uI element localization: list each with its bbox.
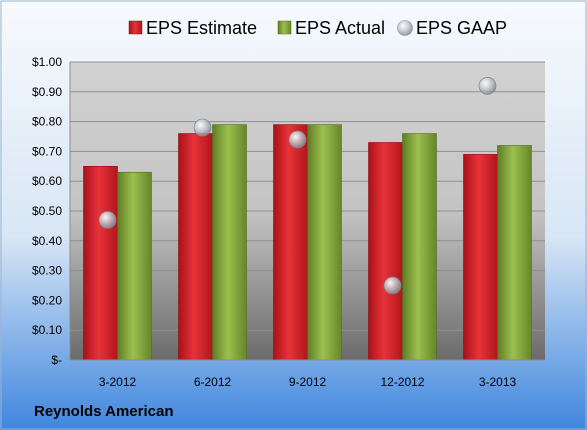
bar-eps-actual [117, 171, 152, 361]
point-eps-gaap [98, 211, 117, 229]
legend-label-eps-actual: EPS Actual [295, 18, 385, 38]
legend-swatch-eps-gaap [397, 20, 413, 36]
y-tick-label: $0.20 [32, 293, 62, 307]
legend-item-eps-gaap: EPS GAAP [397, 18, 507, 38]
bar-eps-actual [497, 145, 532, 361]
gaap-points [98, 76, 497, 295]
x-tick-label: 9-2012 [289, 375, 327, 389]
bar-eps-estimate [83, 166, 118, 361]
bar-eps-estimate [178, 133, 213, 361]
point-eps-gaap [383, 276, 402, 295]
y-tick-label: $0.60 [32, 174, 62, 188]
point-eps-gaap [478, 76, 497, 95]
y-tick-label: $0.40 [32, 234, 62, 248]
legend: EPS Estimate EPS Actual EPS GAAP [128, 18, 507, 38]
bar-eps-estimate [368, 142, 403, 361]
legend-label-eps-gaap: EPS GAAP [416, 18, 507, 38]
bar-eps-estimate [463, 154, 498, 361]
legend-label-eps-estimate: EPS Estimate [146, 18, 257, 38]
y-tick-label: $- [51, 353, 62, 367]
point-eps-gaap [288, 130, 307, 149]
legend-swatch-eps-actual [277, 20, 292, 35]
x-tick-label: 12-2012 [380, 375, 424, 389]
y-axis-ticks: $- $0.10 $0.20 $0.30 $0.40 $0.50 $0.60 $0.70 $0.… [32, 55, 62, 367]
y-tick-label: $0.70 [32, 144, 62, 158]
legend-swatch-eps-estimate [128, 20, 143, 35]
legend-item-eps-actual: EPS Actual [277, 18, 385, 38]
point-eps-gaap [193, 118, 212, 137]
x-tick-label: 3-2013 [479, 375, 517, 389]
x-axis-ticks: 3-2012 6-2012 9-2012 12-2012 3-2013 [99, 375, 517, 389]
bar-eps-estimate [273, 124, 308, 361]
x-tick-label: 6-2012 [194, 375, 232, 389]
company-name: Reynolds American [34, 403, 174, 420]
y-tick-label: $0.10 [32, 323, 62, 337]
x-tick-label: 3-2012 [99, 375, 137, 389]
y-tick-label: $1.00 [32, 55, 62, 69]
y-tick-label: $0.80 [32, 115, 62, 129]
y-tick-label: $0.50 [32, 204, 62, 218]
bar-eps-actual [212, 124, 247, 361]
bar-eps-actual [307, 124, 342, 361]
bar-eps-actual [402, 133, 437, 361]
legend-item-eps-estimate: EPS Estimate [128, 18, 257, 38]
bars [83, 124, 532, 361]
y-tick-label: $0.30 [32, 264, 62, 278]
y-tick-label: $0.90 [32, 85, 62, 99]
